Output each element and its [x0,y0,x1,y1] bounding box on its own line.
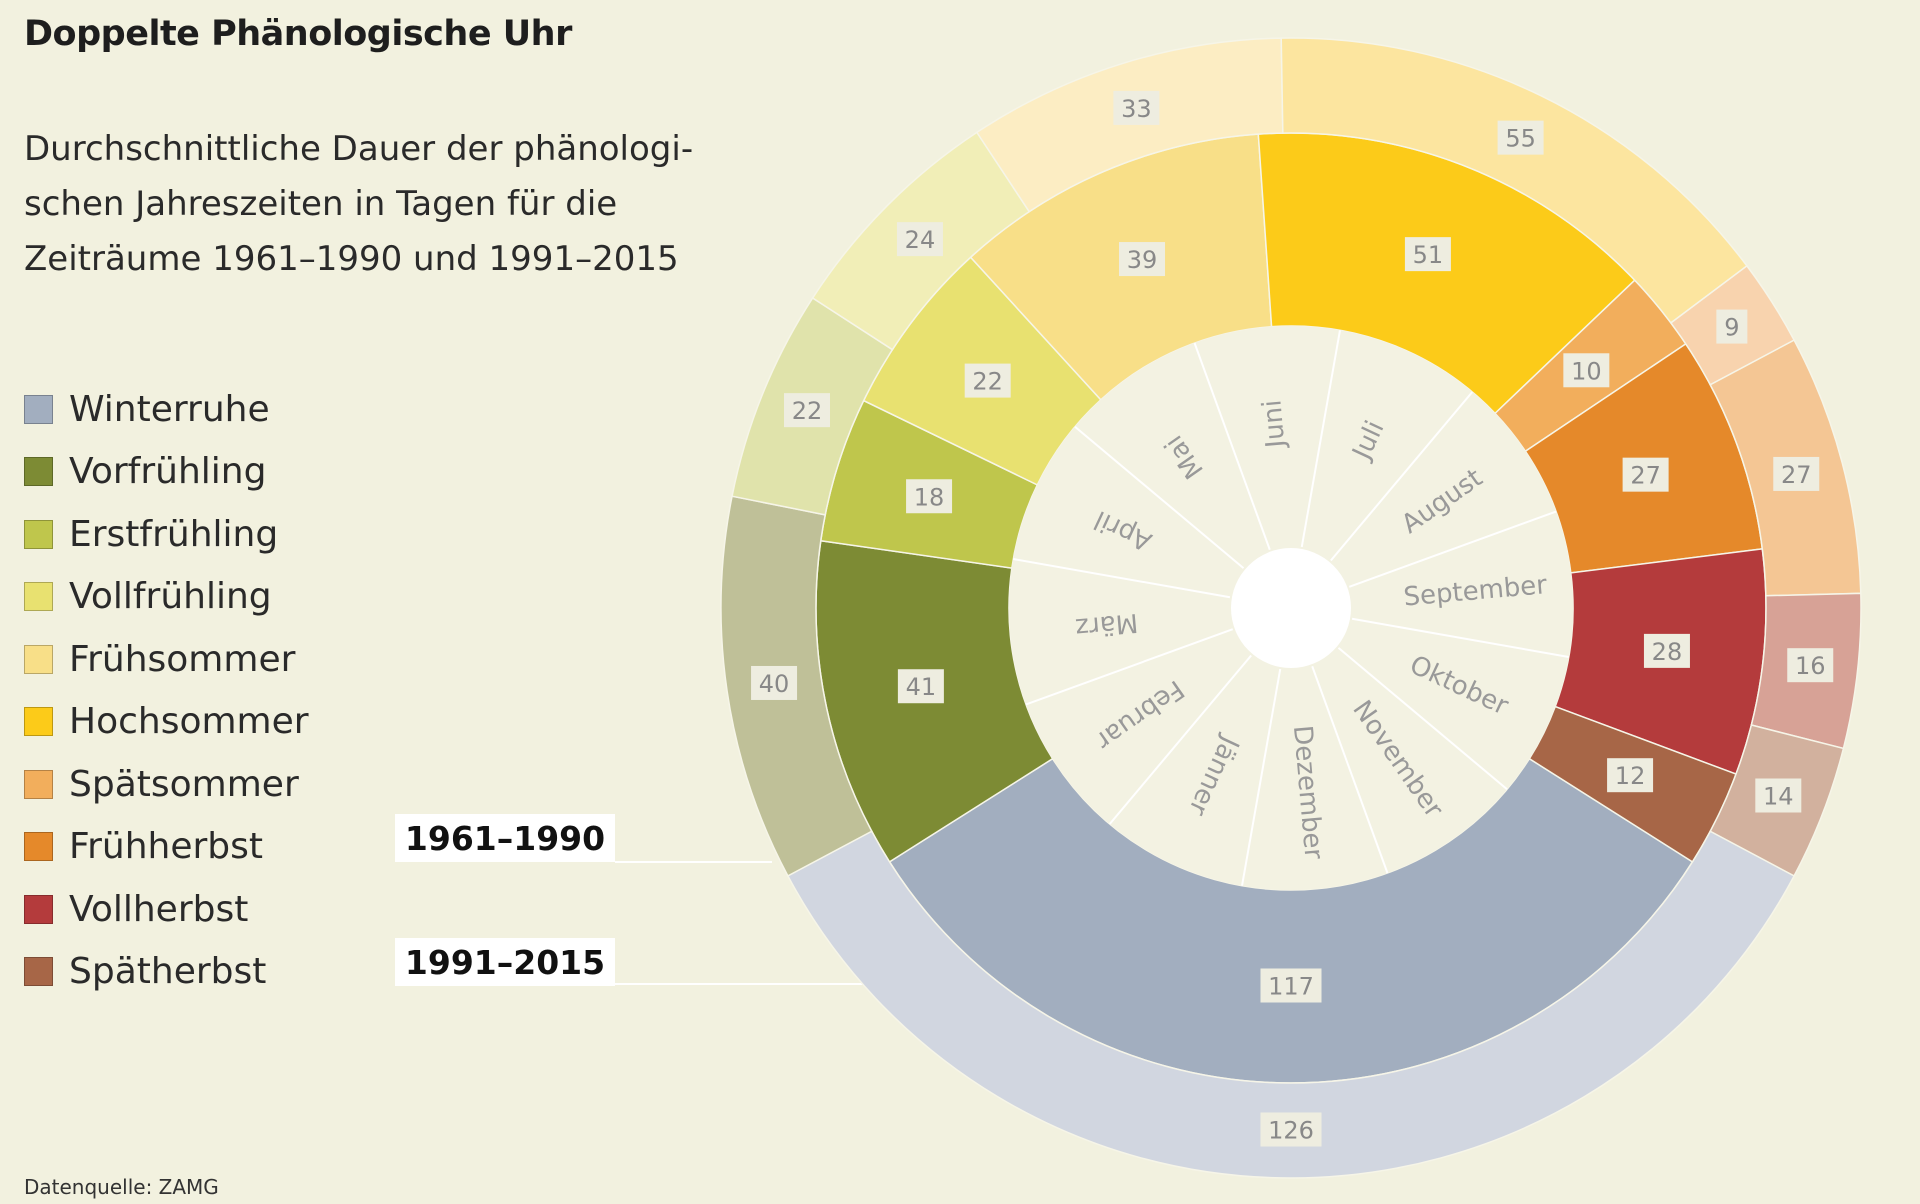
value-box [1787,648,1834,683]
legend-swatch [24,707,53,737]
value-box [1716,309,1748,344]
legend-item: Spätherbst [24,941,309,1004]
month-divider [1241,668,1282,886]
value-label: 14 [1763,783,1794,811]
month-divider [1330,391,1474,562]
month-divider [1193,342,1271,551]
value-box [1622,457,1669,492]
ring-segments [720,37,1862,1179]
legend-item: Vorfrühling [24,441,309,504]
value-box [1643,633,1690,668]
value-label: 27 [1630,462,1661,490]
value-label: 117 [1268,973,1314,1001]
legend-swatch [24,394,53,424]
legend-label: Winterruhe [69,388,270,430]
legend-item: Spätsommer [24,753,309,816]
value-label: 16 [1795,652,1826,680]
legend-label: Hochsommer [69,701,309,743]
legend-label: Erstfrühling [69,513,279,555]
value-label: 24 [905,226,936,254]
value-box [1497,120,1544,155]
legend-item: Vollherbst [24,878,309,941]
month-divider [1074,425,1245,569]
month-divider [1337,647,1508,791]
value-label: 12 [1615,762,1646,790]
period-label-1961-1990: 1961–1990 [395,814,615,862]
legend-swatch [24,894,53,924]
legend-label: Spätsommer [69,763,299,805]
value-label: 9 [1724,314,1739,342]
legend-item: Hochsommer [24,691,309,754]
legend-label: Vollherbst [69,888,249,930]
value-label: 27 [1781,461,1812,489]
value-label: 39 [1127,246,1158,274]
legend: Winterruhe Vorfrühling Erstfrühling Vollfrü… [24,378,309,1003]
value-label: 126 [1268,1117,1314,1145]
legend-label: Frühsommer [69,638,296,680]
value-label: 55 [1505,125,1536,153]
value-box [897,669,944,704]
legend-label: Vollfrühling [69,576,272,618]
month-divider [1348,510,1557,588]
value-box [1260,968,1322,1003]
value-label: 10 [1571,357,1602,385]
value-label: 41 [906,673,937,701]
legend-item: Frühherbst [24,816,309,879]
legend-swatch [24,769,53,799]
legend-label: Spätherbst [69,951,267,993]
value-box [964,363,1011,398]
month-divider [1300,330,1341,548]
value-box [1773,456,1820,491]
chart-title: Doppelte Phänologische Uhr [24,14,572,54]
value-label: 22 [972,368,1003,396]
month-label: März [1074,607,1139,642]
legend-item: Vollfrühling [24,566,309,629]
period-label-1991-2015: 1991–2015 [395,938,615,986]
value-label: 28 [1652,638,1683,666]
value-box [1755,778,1802,813]
segment-outer-0 [786,830,1796,1179]
value-box [783,393,830,428]
value-box [751,665,798,700]
data-source: Datenquelle: ZAMG [24,1175,219,1199]
month-divider [1311,665,1389,874]
value-box [1404,237,1451,272]
month-label: Juni [1257,399,1291,451]
value-box [1563,353,1610,388]
value-box [896,222,943,257]
center-hole [1231,548,1351,668]
value-label: 33 [1121,95,1152,123]
legend-swatch [24,519,53,549]
value-labels: 117 41 18 22 39 51 10 27 28 12 126 40 22 24 33 55 9 27 16 1… [751,90,1834,1147]
month-divider [1108,654,1252,825]
value-box [1113,90,1160,125]
chart-subtitle: Durchschnittliche Dauer der phänologi-sc… [24,129,694,279]
value-label: 51 [1413,241,1444,269]
value-box [1260,1112,1322,1147]
value-box [1607,758,1654,793]
legend-item: Winterruhe [24,378,309,441]
value-box [1119,242,1166,277]
month-divider [1013,558,1231,599]
legend-label: Vorfrühling [69,451,267,493]
value-box [906,479,953,514]
value-label: 40 [759,670,790,698]
month-divider [1351,617,1569,658]
value-label: 22 [792,397,823,425]
legend-swatch [24,457,53,487]
legend-item: Erstfrühling [24,503,309,566]
legend-swatch [24,832,53,862]
value-label: 18 [914,483,945,511]
month-divider [1025,628,1234,706]
legend-swatch [24,957,53,987]
legend-swatch [24,644,53,674]
legend-label: Frühherbst [69,826,264,868]
legend-item: Frühsommer [24,628,309,691]
legend-swatch [24,582,53,612]
